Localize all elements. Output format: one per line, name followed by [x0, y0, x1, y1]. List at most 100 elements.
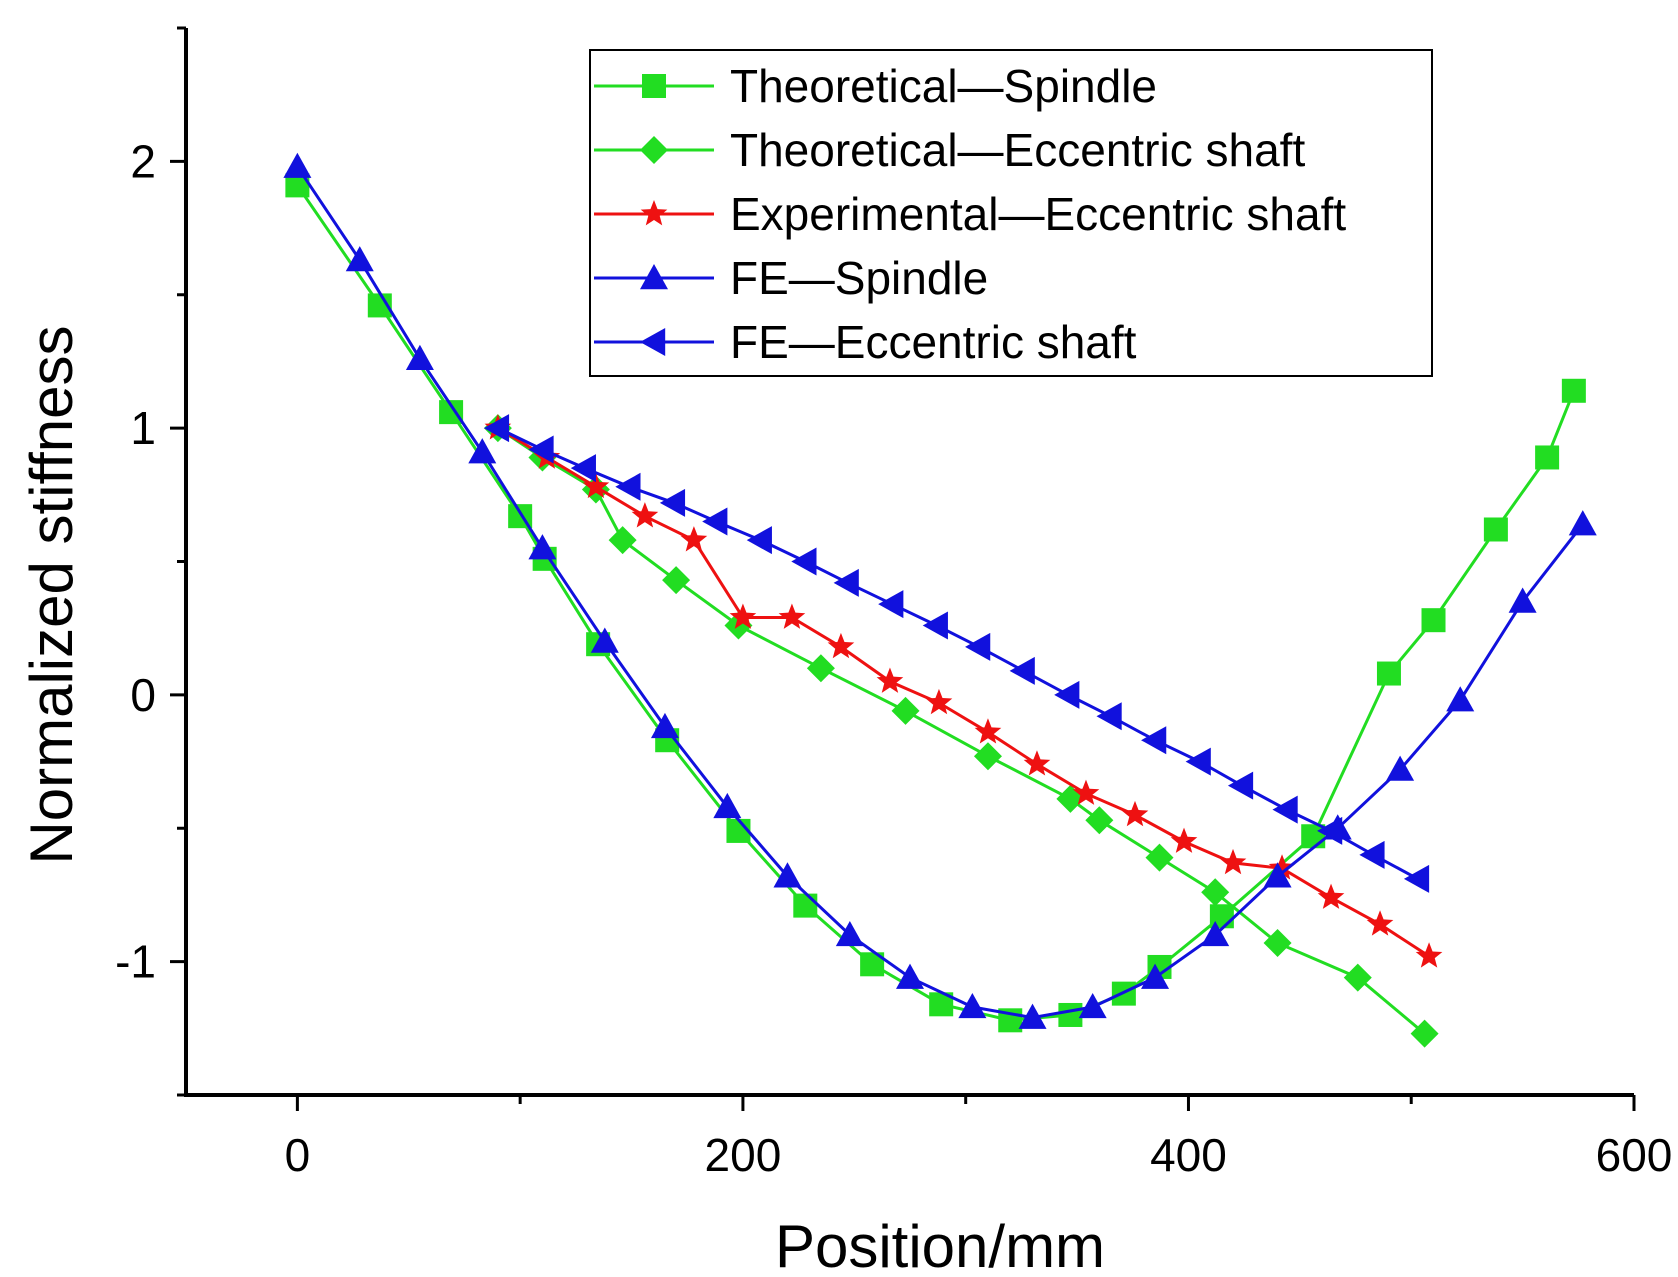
- data-point: [1343, 963, 1372, 992]
- data-point: [1058, 1002, 1083, 1027]
- data-point: [891, 696, 920, 725]
- legend: Theoretical—Spindle Theoretical—Eccentric…: [589, 49, 1433, 377]
- legend-marker: [640, 200, 668, 226]
- legend-label: FE—Spindle: [730, 252, 988, 304]
- data-point: [1141, 963, 1170, 989]
- data-point: [483, 414, 510, 443]
- legend-label: FE—Eccentric shaft: [730, 316, 1137, 368]
- data-point: [793, 893, 818, 918]
- data-point: [1078, 992, 1107, 1019]
- data-point: [1561, 378, 1586, 403]
- data-point: [1009, 656, 1035, 685]
- data-point: [1141, 726, 1167, 755]
- y-tick-label: -1: [115, 936, 156, 988]
- data-point: [1263, 862, 1292, 888]
- data-point: [1227, 771, 1254, 800]
- data-point: [791, 547, 817, 576]
- data-point: [833, 568, 859, 597]
- data-point: [1359, 840, 1385, 869]
- data-point: [405, 344, 434, 370]
- y-axis-title: Normalized stiffness: [18, 325, 85, 864]
- data-point: [1421, 608, 1446, 633]
- data-point: [878, 590, 904, 619]
- legend-label: Experimental—Eccentric shaft: [730, 188, 1346, 240]
- legend-marker: [640, 264, 668, 290]
- data-point: [528, 435, 554, 464]
- data-point: [806, 654, 835, 683]
- data-point: [1568, 510, 1597, 536]
- data-point: [590, 627, 619, 653]
- y-tick-label: 2: [130, 135, 156, 187]
- data-point: [615, 472, 641, 501]
- data-point: [1301, 824, 1326, 849]
- data-point: [1376, 661, 1401, 686]
- data-point: [283, 152, 312, 178]
- data-point: [896, 963, 924, 989]
- data-point: [835, 920, 864, 947]
- legend-entry: FE—Eccentric shaft: [594, 316, 1137, 368]
- legend-box: [589, 49, 1433, 377]
- data-point: [1272, 795, 1298, 824]
- data-point: [1535, 445, 1560, 470]
- data-point: [974, 718, 1002, 744]
- legend-label: Theoretical—Eccentric shaft: [730, 124, 1305, 176]
- data-point: [1410, 1019, 1439, 1048]
- data-point: [608, 526, 637, 555]
- data-point: [1403, 864, 1430, 893]
- axes: 0 200 400 600 -1 0 1 2: [115, 26, 1673, 1181]
- legend-entry: Experimental—Eccentric shaft: [594, 188, 1346, 240]
- data-point: [1366, 910, 1394, 936]
- data-point: [1386, 755, 1415, 781]
- data-point: [1263, 928, 1292, 957]
- data-point: [965, 632, 991, 661]
- data-point: [1185, 747, 1211, 776]
- series-4: [283, 152, 1597, 1029]
- legend-marker: [640, 328, 666, 356]
- data-point: [1145, 843, 1174, 872]
- data-point: [702, 507, 728, 536]
- data-point: [925, 688, 953, 715]
- y-tick-label: 1: [130, 402, 156, 454]
- data-point: [1508, 587, 1537, 613]
- axis-titles: Position/mm Normalized stiffness: [18, 325, 1105, 1277]
- x-tick-label: 400: [1150, 1129, 1227, 1181]
- data-point: [1121, 800, 1149, 827]
- x-tick-label: 200: [705, 1129, 782, 1181]
- series-1: [285, 173, 1586, 1033]
- data-point: [659, 488, 686, 517]
- data-point: [468, 438, 497, 464]
- data-point: [973, 742, 1002, 771]
- data-point: [827, 632, 855, 659]
- data-point: [650, 712, 679, 739]
- data-point: [746, 526, 772, 555]
- data-point: [1415, 942, 1443, 968]
- y-tick-label: 0: [130, 669, 156, 721]
- legend-entry: Theoretical—Spindle: [594, 60, 1157, 112]
- series-5: [483, 414, 1430, 893]
- legend-label: Theoretical—Spindle: [730, 60, 1157, 112]
- legend-entry: FE—Spindle: [594, 252, 988, 304]
- data-point: [582, 472, 610, 499]
- data-point: [1483, 517, 1508, 542]
- series-line: [497, 426, 1426, 1035]
- data-point: [1317, 883, 1345, 909]
- data-point: [1054, 680, 1080, 709]
- data-point: [1201, 878, 1230, 907]
- data-point: [1268, 854, 1296, 880]
- series-layer: [283, 152, 1597, 1048]
- data-point: [1201, 920, 1230, 947]
- data-point: [729, 603, 757, 629]
- x-tick-label: 600: [1596, 1129, 1673, 1181]
- legend-marker: [642, 74, 666, 98]
- data-point: [958, 992, 987, 1019]
- data-point: [631, 502, 659, 528]
- data-point: [1317, 816, 1343, 845]
- x-axis-title: Position/mm: [775, 1213, 1105, 1277]
- data-point: [528, 534, 557, 560]
- data-point: [922, 611, 948, 640]
- data-point: [570, 454, 596, 483]
- x-tick-label: 0: [285, 1129, 311, 1181]
- data-point: [1170, 827, 1198, 853]
- series-line: [497, 426, 1419, 881]
